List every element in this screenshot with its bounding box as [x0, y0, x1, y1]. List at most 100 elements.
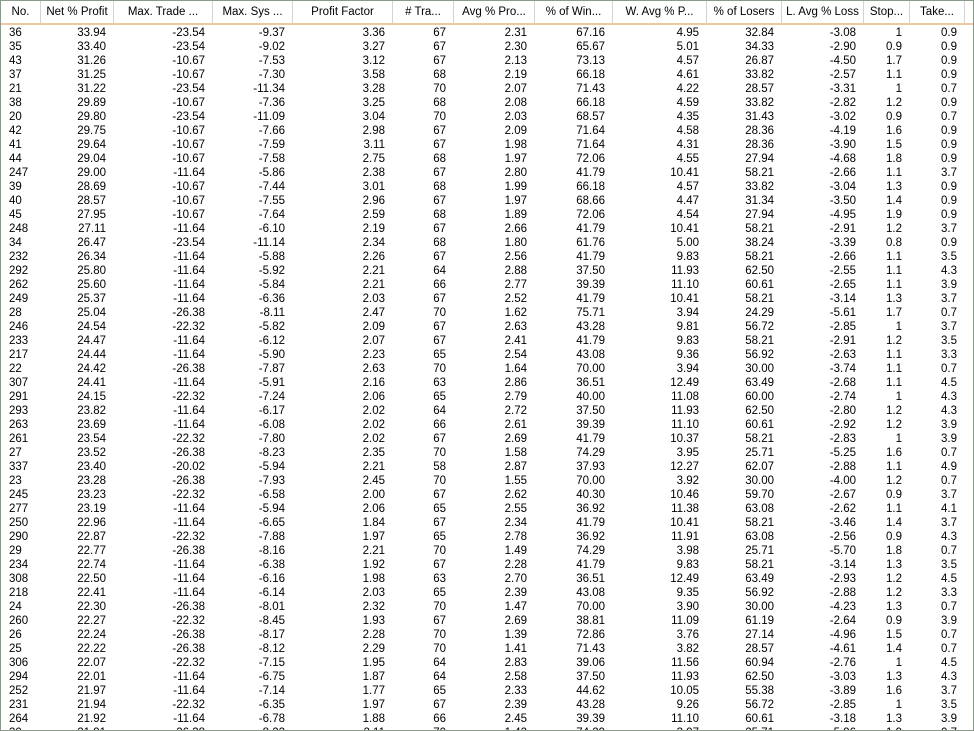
table-row[interactable]: 41 29.64 -10.67 -7.59 3.11 67 1.98 71.64 4.31 28.… — [1, 138, 973, 152]
table-row[interactable]: 291 24.15 -22.32 -7.24 2.06 65 2.79 40.00 11.08 6… — [1, 390, 973, 404]
table-cell: 59.70 — [745, 489, 774, 501]
table-row[interactable]: 233 24.47 -11.64 -6.12 2.07 67 2.41 41.79 9.83 58… — [1, 334, 973, 348]
table-cell: -11.64 — [173, 713, 205, 725]
table-cell: 27 — [9, 447, 22, 459]
table-row[interactable]: 44 29.04 -10.67 -7.58 2.75 68 1.97 72.06 4.55 27.… — [1, 152, 973, 166]
table-row[interactable]: 277 23.19 -11.64 -5.94 2.06 65 2.55 36.92 11.38 6… — [1, 502, 973, 516]
table-row[interactable]: 34 26.47 -23.54 -11.14 2.34 68 1.80 61.76 5.00 38… — [1, 236, 973, 250]
table-row[interactable]: 294 22.01 -11.64 -6.75 1.87 64 2.58 37.50 11.93 6… — [1, 670, 973, 684]
table-row[interactable]: 337 23.40 -20.02 -5.94 2.21 58 2.87 37.93 12.27 6… — [1, 460, 973, 474]
table-row[interactable]: 3021.91 -26.38 -8.22 2.11 70 1.42 74.29 3.97 25.… — [1, 726, 973, 730]
table-row[interactable]: 231 21.94 -22.32 -6.35 1.97 67 2.39 43.28 9.26 56… — [1, 698, 973, 712]
table-row[interactable]: 45 27.95 -10.67 -7.64 2.59 68 1.89 72.06 4.54 27.… — [1, 208, 973, 222]
table-row[interactable]: 260 22.27 -22.32 -8.45 1.93 67 2.69 38.81 11.09 6… — [1, 614, 973, 628]
table-cell: 234 — [9, 559, 29, 571]
table-row[interactable]: 232 26.34 -11.64 -5.88 2.26 67 2.56 41.79 9.83 58… — [1, 250, 973, 264]
column-header-7[interactable]: % of Win... — [535, 1, 613, 23]
table-cell: 67 — [433, 489, 446, 501]
table-row[interactable]: 246 24.54 -22.32 -5.82 2.09 67 2.63 43.28 9.81 56… — [1, 320, 973, 334]
table-row[interactable]: 43 31.26 -10.67 -7.53 3.12 67 2.13 73.13 4.57 26.… — [1, 54, 973, 68]
column-header-8[interactable]: W. Avg % P... — [613, 1, 707, 23]
column-header-12[interactable]: Take... — [910, 1, 965, 23]
table-cell: 41.79 — [576, 559, 605, 571]
table-row[interactable]: 21 31.22 -23.54 -11.34 3.28 70 2.07 71.43 4.22 28… — [1, 82, 973, 96]
table-row[interactable]: 263 23.69 -11.64 -6.08 2.02 66 2.61 39.39 11.10 6… — [1, 418, 973, 432]
table-row[interactable]: 261 23.54 -22.32 -7.80 2.02 67 2.69 41.79 10.37 5… — [1, 432, 973, 446]
column-header-10[interactable]: L. Avg % Loss — [782, 1, 864, 23]
table-cell: 0.9 — [941, 195, 957, 207]
table-cell: 0.7 — [941, 643, 957, 655]
table-row[interactable]: 249 25.37 -11.64 -6.36 2.03 67 2.52 41.79 10.41 5… — [1, 292, 973, 306]
table-cell: 37 — [9, 69, 22, 81]
table-cell: 2.88 — [504, 265, 527, 277]
table-row[interactable]: 24 22.30 -26.38 -8.01 2.32 70 1.47 70.00 3.90 30.… — [1, 600, 973, 614]
table-row[interactable]: 306 22.07 -22.32 -7.15 1.95 64 2.83 39.06 11.56 6… — [1, 656, 973, 670]
table-cell: -2.91 — [829, 223, 856, 235]
table-row[interactable]: 247 29.00 -11.64 -5.86 2.38 67 2.80 41.79 10.41 5… — [1, 166, 973, 180]
table-cell: 4.1 — [941, 503, 957, 515]
table-row[interactable]: 38 29.89 -10.67 -7.36 3.25 68 2.08 66.18 4.59 33.… — [1, 96, 973, 110]
table-row[interactable]: 252 21.97 -11.64 -7.14 1.77 65 2.33 44.62 10.05 5… — [1, 684, 973, 698]
table-row[interactable]: 264 21.92 -11.64 -6.78 1.88 66 2.45 39.39 11.10 6… — [1, 712, 973, 726]
table-row[interactable]: 25 22.22 -26.38 -8.12 2.29 70 1.41 71.43 3.82 28.… — [1, 642, 973, 656]
table-row[interactable]: 27 23.52 -26.38 -8.23 2.35 70 1.58 74.29 3.95 25.… — [1, 446, 973, 460]
column-header-11[interactable]: Stop... — [864, 1, 910, 23]
table-row[interactable]: 262 25.60 -11.64 -5.84 2.21 66 2.77 39.39 11.10 6… — [1, 278, 973, 292]
column-header-4[interactable]: Profit Factor — [293, 1, 393, 23]
table-row[interactable]: 234 22.74 -11.64 -6.38 1.92 67 2.28 41.79 9.83 58… — [1, 558, 973, 572]
table-cell: 2.30 — [504, 41, 527, 53]
table-cell: 2.39 — [504, 587, 527, 599]
table-cell: 292 — [9, 265, 29, 277]
table-cell: -7.93 — [258, 475, 285, 487]
table-row[interactable]: 35 33.40 -23.54 -9.02 3.27 67 2.30 65.67 5.01 34.… — [1, 40, 973, 54]
table-cell: 22.01 — [77, 671, 106, 683]
table-row[interactable]: 20 29.80 -23.54 -11.09 3.04 70 2.03 68.57 4.35 31… — [1, 110, 973, 124]
table-cell: 22.07 — [77, 657, 106, 669]
table-row[interactable]: 23 23.28 -26.38 -7.93 2.45 70 1.55 70.00 3.92 30.… — [1, 474, 973, 488]
table-cell: -5.94 — [258, 503, 285, 515]
table-row[interactable]: 293 23.82 -11.64 -6.17 2.02 64 2.72 37.50 11.93 6… — [1, 404, 973, 418]
table-row[interactable]: 29 22.77 -26.38 -8.16 2.21 70 1.49 74.29 3.98 25.… — [1, 544, 973, 558]
table-row[interactable]: 290 22.87 -22.32 -7.88 1.97 65 2.78 36.92 11.91 6… — [1, 530, 973, 544]
table-row[interactable]: 26 22.24 -26.38 -8.17 2.28 70 1.39 72.86 3.76 27.… — [1, 628, 973, 642]
column-header-2[interactable]: Max. Trade ... — [114, 1, 213, 23]
table-row[interactable]: 308 22.50 -11.64 -6.16 1.98 63 2.70 36.51 12.49 6… — [1, 572, 973, 586]
table-cell: 9.26 — [676, 699, 699, 711]
table-cell: -10.67 — [172, 209, 205, 221]
table-row[interactable]: 292 25.80 -11.64 -5.92 2.21 64 2.88 37.50 11.93 6… — [1, 264, 973, 278]
table-cell: 12.49 — [670, 377, 699, 389]
table-row[interactable]: 37 31.25 -10.67 -7.30 3.58 68 2.19 66.18 4.61 33.… — [1, 68, 973, 82]
table-row[interactable]: 36 33.94 -23.54 -9.37 3.36 67 2.31 67.16 4.95 32.… — [1, 26, 973, 40]
column-header-3[interactable]: Max. Sys ... — [213, 1, 293, 23]
table-row[interactable]: 248 27.11 -11.64 -6.10 2.19 67 2.66 41.79 10.41 5… — [1, 222, 973, 236]
table-cell: 22.22 — [77, 643, 106, 655]
column-header-0[interactable]: No. — [1, 1, 41, 23]
table-cell: -26.38 — [172, 643, 205, 655]
table-row[interactable]: 40 28.57 -10.67 -7.55 2.96 67 1.97 68.66 4.47 31.… — [1, 194, 973, 208]
table-row[interactable]: 245 23.23 -22.32 -6.58 2.00 67 2.62 40.30 10.46 5… — [1, 488, 973, 502]
table-row[interactable]: 250 22.96 -11.64 -6.65 1.84 67 2.34 41.79 10.41 5… — [1, 516, 973, 530]
table-cell: -7.24 — [258, 391, 285, 403]
column-header-5[interactable]: # Tra... — [393, 1, 454, 23]
column-header-9[interactable]: % of Losers — [707, 1, 782, 23]
table-cell: -11.64 — [173, 419, 205, 431]
table-row[interactable]: 22 24.42 -26.38 -7.87 2.63 70 1.64 70.00 3.94 30.… — [1, 362, 973, 376]
table-row[interactable]: 307 24.41 -11.64 -5.91 2.16 63 2.86 36.51 12.49 6… — [1, 376, 973, 390]
column-header-1[interactable]: Net % Profit — [41, 1, 114, 23]
table-row[interactable]: 217 24.44 -11.64 -5.90 2.23 65 2.54 43.08 9.36 56… — [1, 348, 973, 362]
table-cell: 1.3 — [886, 713, 902, 725]
table-row[interactable]: 39 28.69 -10.67 -7.44 3.01 68 1.99 66.18 4.57 33.… — [1, 180, 973, 194]
table-row[interactable]: 28 25.04 -26.38 -8.11 2.47 70 1.62 75.71 3.94 24.… — [1, 306, 973, 320]
table-cell: 1.49 — [504, 545, 527, 557]
column-header-6[interactable]: Avg % Pro... — [454, 1, 535, 23]
table-cell: -8.23 — [258, 447, 285, 459]
table-cell: 70.00 — [576, 475, 605, 487]
table-cell: 264 — [9, 713, 29, 725]
table-cell: -8.11 — [259, 307, 285, 319]
table-cell: 1.5 — [886, 139, 902, 151]
table-cell: 2.75 — [362, 153, 385, 165]
table-row[interactable]: 218 22.41 -11.64 -6.14 2.03 65 2.39 43.08 9.35 56… — [1, 586, 973, 600]
table-cell: 72.06 — [576, 209, 605, 221]
table-row[interactable]: 42 29.75 -10.67 -7.66 2.98 67 2.09 71.64 4.58 28.… — [1, 124, 973, 138]
